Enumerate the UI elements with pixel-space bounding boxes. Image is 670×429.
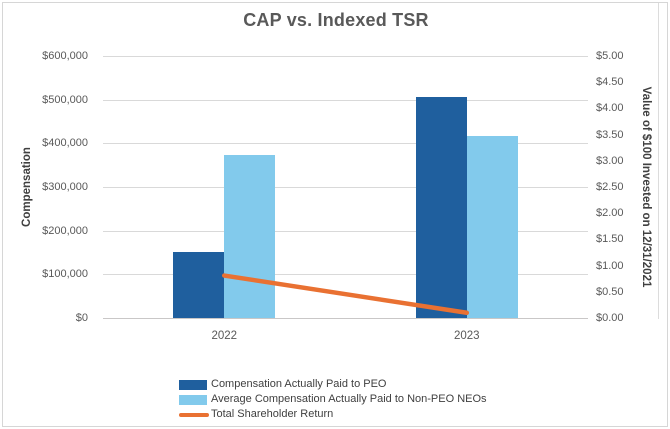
gridline bbox=[103, 318, 588, 319]
legend-swatch-bar bbox=[179, 379, 207, 390]
plot-area bbox=[103, 56, 588, 319]
right-axis-tick-label: $0.00 bbox=[596, 312, 624, 324]
left-axis-tick-label: $100,000 bbox=[42, 268, 88, 281]
total-shareholder-return-line bbox=[222, 273, 469, 316]
gridline bbox=[103, 99, 588, 101]
gridline bbox=[103, 56, 588, 57]
legend-swatch-bar bbox=[179, 394, 207, 405]
right-axis-tick-label: $1.50 bbox=[596, 233, 624, 246]
legend: Compensation Actually Paid to PEO Average… bbox=[179, 377, 487, 422]
left-axis-tick-label: $400,000 bbox=[42, 137, 88, 150]
right-axis-tick-label: $5.00 bbox=[596, 50, 624, 62]
x-axis-label-2022: 2022 bbox=[211, 330, 238, 342]
legend-label: Compensation Actually Paid to PEO bbox=[211, 378, 387, 390]
right-axis-tick-label: $3.00 bbox=[596, 154, 624, 167]
x-axis-label-2023: 2023 bbox=[453, 330, 480, 342]
legend-item: Total Shareholder Return bbox=[179, 407, 487, 422]
bar-non-peo-neos-2022 bbox=[224, 155, 276, 318]
legend-item: Compensation Actually Paid to PEO bbox=[179, 377, 487, 392]
left-axis-tick-label: $200,000 bbox=[42, 224, 88, 237]
right-axis-tick-label: $2.00 bbox=[596, 207, 624, 220]
legend-label: Total Shareholder Return bbox=[211, 408, 334, 420]
gridline bbox=[103, 230, 588, 232]
left-axis-tick-label: $600,000 bbox=[42, 50, 88, 62]
right-axis-title: Value of $100 Invested on 12/31/2021 bbox=[640, 86, 652, 288]
chart-frame-right-line bbox=[658, 3, 659, 319]
legend-label: Average Compensation Actually Paid to No… bbox=[211, 393, 487, 405]
right-axis-tick-label: $4.00 bbox=[596, 102, 624, 115]
chart-title: CAP vs. Indexed TSR bbox=[243, 10, 429, 30]
tsr-line-layer bbox=[222, 273, 469, 316]
bar-peo-2022 bbox=[173, 252, 225, 318]
right-axis-tick-label: $4.50 bbox=[596, 76, 624, 89]
gridline bbox=[103, 143, 588, 145]
gridline bbox=[103, 274, 588, 276]
right-axis-tick-label: $3.50 bbox=[596, 128, 624, 141]
gridline bbox=[103, 187, 588, 188]
right-axis-tick-label: $0.50 bbox=[596, 285, 624, 298]
right-axis-tick-label: $1.00 bbox=[596, 259, 624, 272]
bar-peo-2023 bbox=[415, 97, 467, 318]
legend-item: Average Compensation Actually Paid to No… bbox=[179, 392, 487, 407]
left-axis-tick-label: $300,000 bbox=[42, 181, 88, 193]
legend-swatch-line bbox=[179, 412, 209, 417]
bar-non-peo-neos-2023 bbox=[466, 135, 518, 318]
left-axis-tick-label: $500,000 bbox=[42, 93, 88, 106]
right-axis-tick-label: $2.50 bbox=[596, 181, 624, 193]
left-axis-tick-label: $0 bbox=[75, 312, 88, 324]
